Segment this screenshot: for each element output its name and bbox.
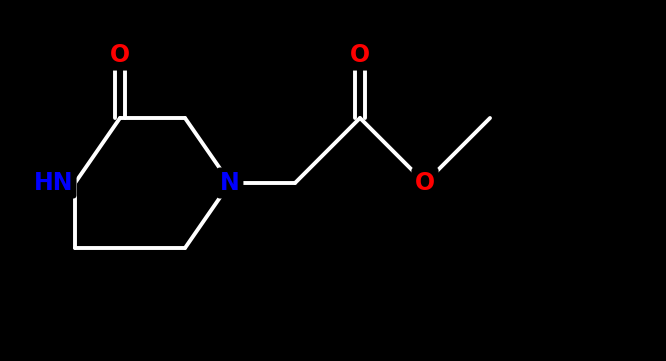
Text: HN: HN: [33, 171, 73, 195]
Text: O: O: [415, 171, 435, 195]
Text: N: N: [220, 171, 240, 195]
Text: O: O: [110, 43, 130, 67]
Text: O: O: [350, 43, 370, 67]
